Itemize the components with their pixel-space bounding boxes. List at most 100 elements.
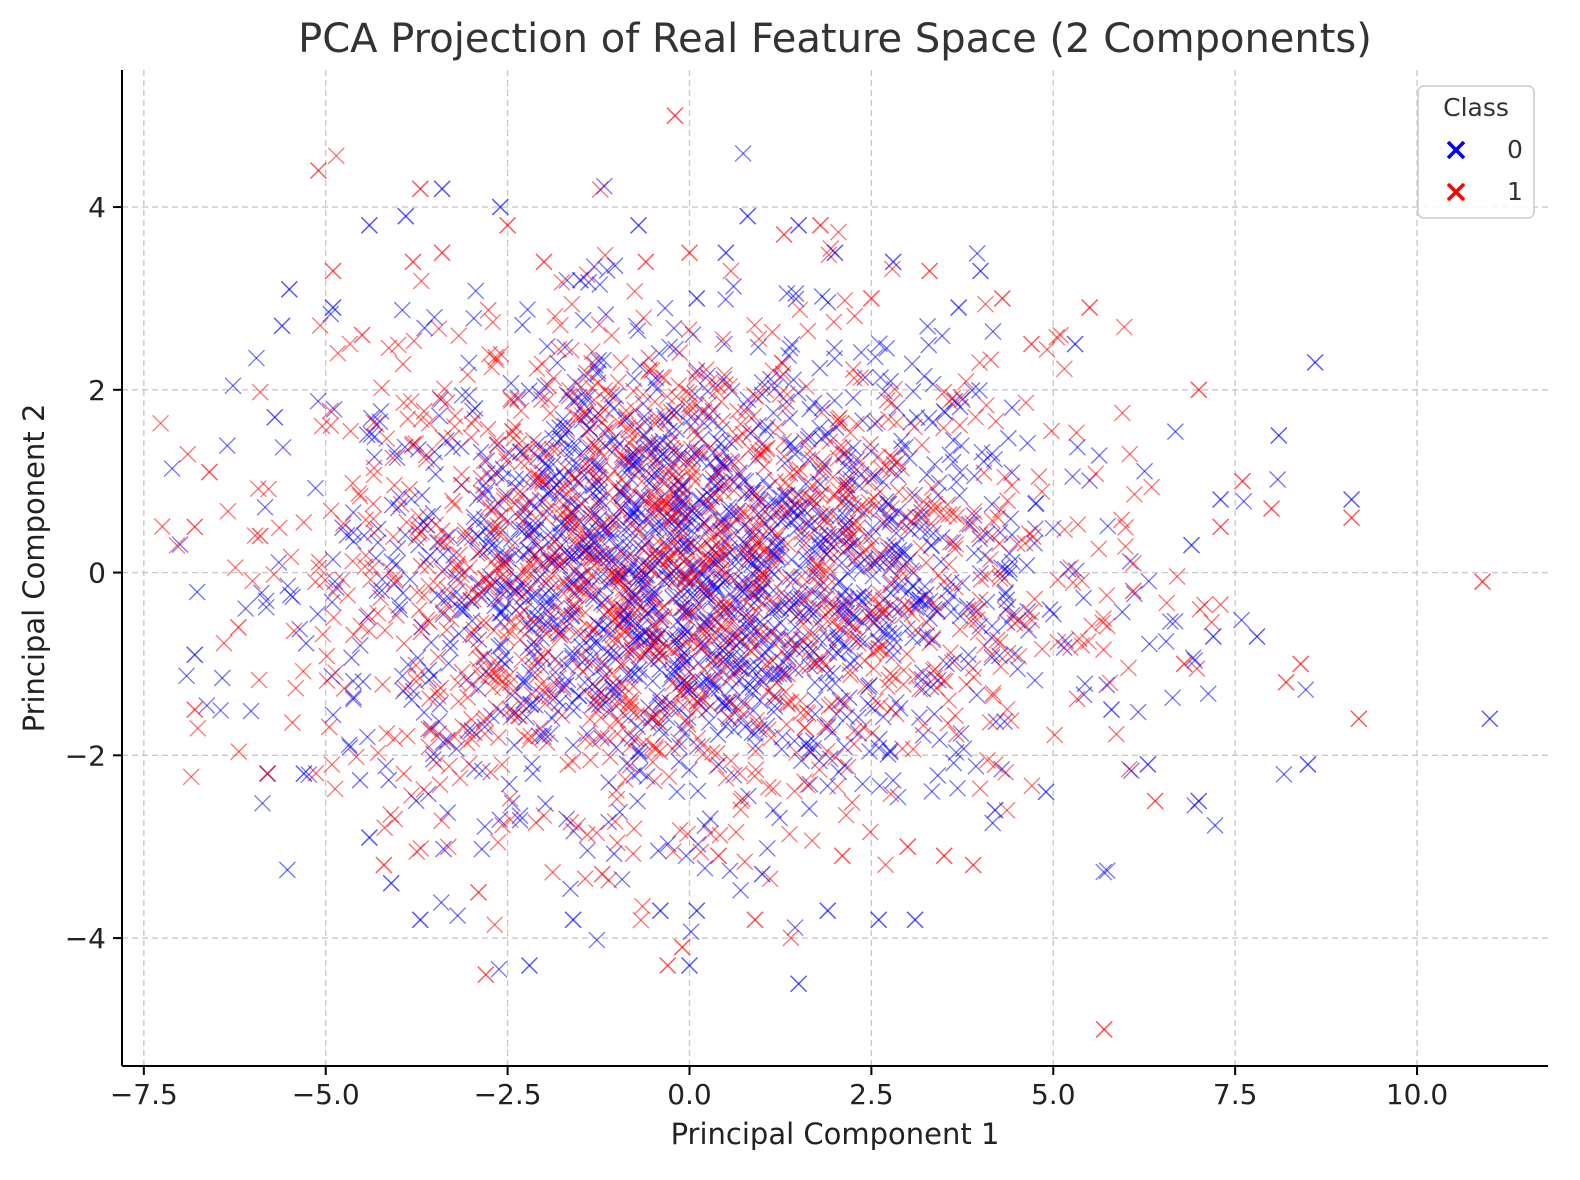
point-marker-class-0 xyxy=(646,464,664,482)
point-marker-class-1 xyxy=(282,548,300,566)
point-marker-class-0 xyxy=(951,463,969,481)
point-marker-class-1 xyxy=(310,559,328,577)
y-tick-label: 2 xyxy=(88,374,106,407)
point-marker-class-1 xyxy=(634,539,652,557)
point-marker-class-0 xyxy=(797,475,815,493)
point-marker-class-1 xyxy=(554,626,572,644)
point-marker-class-0 xyxy=(519,301,536,319)
point-marker-class-0 xyxy=(854,775,872,793)
point-marker-class-1 xyxy=(513,651,531,669)
point-marker-class-0 xyxy=(441,633,459,651)
point-marker-class-0 xyxy=(324,706,342,724)
point-marker-class-0 xyxy=(309,392,327,410)
point-marker-class-1 xyxy=(878,678,896,696)
point-marker-class-0 xyxy=(576,388,594,406)
point-marker-class-1 xyxy=(1010,648,1028,665)
point-marker-class-0 xyxy=(971,565,989,582)
point-marker-class-1 xyxy=(627,706,645,724)
point-marker-class-0 xyxy=(908,408,926,426)
point-marker-class-0 xyxy=(535,725,553,742)
point-marker-class-0 xyxy=(806,691,824,708)
point-marker-class-0 xyxy=(855,589,873,607)
point-marker-class-1 xyxy=(482,763,499,781)
point-marker-class-0 xyxy=(556,338,574,356)
point-marker-class-0 xyxy=(613,485,631,503)
point-marker-class-0 xyxy=(441,639,459,657)
point-marker-class-0 xyxy=(1044,519,1062,537)
point-marker-class-1 xyxy=(732,801,750,819)
point-marker-class-0 xyxy=(476,486,494,504)
point-marker-class-1 xyxy=(971,591,989,609)
point-marker-class-0 xyxy=(213,669,231,687)
point-marker-class-1 xyxy=(388,607,405,624)
point-marker-class-0 xyxy=(422,719,440,737)
point-marker-class-0 xyxy=(564,440,582,458)
point-marker-class-1 xyxy=(829,414,847,432)
point-marker-class-1 xyxy=(522,727,540,745)
point-marker-class-1 xyxy=(978,567,996,585)
point-marker-class-0 xyxy=(343,649,360,667)
point-marker-class-1 xyxy=(984,687,1002,705)
point-marker-class-1 xyxy=(153,518,171,535)
point-marker-class-1 xyxy=(295,513,313,531)
point-marker-class-0 xyxy=(765,801,782,819)
point-marker-class-1 xyxy=(708,382,726,400)
y-tick-label: 0 xyxy=(88,557,106,590)
point-marker-class-1 xyxy=(984,684,1002,702)
point-marker-class-0 xyxy=(951,398,969,416)
point-marker-class-1 xyxy=(460,755,478,773)
point-marker-class-1 xyxy=(322,417,340,435)
point-marker-class-0 xyxy=(1232,611,1250,629)
point-marker-class-0 xyxy=(715,335,733,353)
point-marker-class-1 xyxy=(395,394,413,412)
point-marker-class-0 xyxy=(1003,464,1021,482)
point-marker-class-1 xyxy=(971,354,989,371)
point-marker-class-1 xyxy=(318,647,336,665)
point-marker-class-0 xyxy=(1166,423,1184,441)
point-marker-class-0 xyxy=(725,277,743,295)
x-tick-label: 10.0 xyxy=(1386,1078,1448,1111)
point-marker-class-1 xyxy=(924,629,942,647)
point-marker-class-0 xyxy=(171,536,189,554)
point-marker-class-0 xyxy=(558,810,576,828)
point-marker-class-0 xyxy=(881,743,899,761)
point-marker-class-0 xyxy=(783,335,801,353)
point-marker-class-1 xyxy=(325,609,343,627)
point-marker-class-1 xyxy=(562,481,580,499)
point-marker-class-1 xyxy=(1117,518,1134,536)
point-marker-class-0 xyxy=(517,708,535,726)
point-marker-class-1 xyxy=(603,326,621,344)
point-marker-class-0 xyxy=(1026,671,1044,689)
point-marker-class-0 xyxy=(1113,603,1131,621)
point-marker-class-0 xyxy=(616,543,634,561)
point-marker-class-0 xyxy=(970,381,988,399)
point-marker-class-0 xyxy=(747,737,765,755)
point-marker-class-1 xyxy=(836,291,854,309)
point-marker-class-1 xyxy=(694,736,712,754)
point-marker-class-0 xyxy=(882,372,900,390)
point-marker-class-1 xyxy=(982,351,1000,369)
point-marker-class-0 xyxy=(1121,552,1139,570)
point-marker-class-1 xyxy=(581,751,599,769)
point-marker-class-1 xyxy=(764,780,782,798)
point-marker-class-1 xyxy=(884,449,902,467)
point-marker-class-1 xyxy=(495,487,513,505)
point-marker-class-1 xyxy=(454,718,472,736)
point-marker-class-1 xyxy=(769,419,787,437)
legend-label-class-0: 0 xyxy=(1507,135,1523,164)
point-marker-class-0 xyxy=(257,592,275,610)
point-marker-class-0 xyxy=(439,804,457,822)
point-marker-class-1 xyxy=(813,403,831,421)
point-marker-class-1 xyxy=(606,813,624,831)
point-marker-class-1 xyxy=(967,408,984,426)
point-marker-class-0 xyxy=(996,713,1013,730)
point-marker-class-0 xyxy=(481,530,499,548)
point-marker-class-0 xyxy=(413,486,431,504)
point-marker-class-0 xyxy=(878,339,896,357)
point-marker-class-0 xyxy=(785,439,803,457)
x-tick-label: −5.0 xyxy=(292,1078,360,1111)
point-marker-class-0 xyxy=(717,291,735,308)
point-marker-class-1 xyxy=(670,733,688,751)
point-marker-class-1 xyxy=(607,711,625,729)
point-marker-class-1 xyxy=(408,667,426,685)
